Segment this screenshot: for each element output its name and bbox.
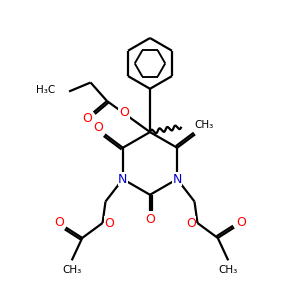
- Text: O: O: [54, 216, 64, 229]
- Text: CH₃: CH₃: [194, 120, 213, 130]
- Text: O: O: [197, 121, 207, 134]
- Text: O: O: [145, 213, 155, 226]
- Text: O: O: [83, 112, 92, 125]
- Text: N: N: [172, 172, 182, 186]
- Text: H₃C: H₃C: [36, 85, 56, 95]
- Text: N: N: [118, 172, 128, 186]
- Text: CH₃: CH₃: [62, 265, 81, 275]
- Text: O: O: [93, 121, 103, 134]
- Text: O: O: [119, 106, 129, 118]
- Text: O: O: [236, 216, 246, 229]
- Text: O: O: [186, 217, 196, 230]
- Text: CH₃: CH₃: [219, 265, 238, 275]
- Text: O: O: [104, 217, 114, 230]
